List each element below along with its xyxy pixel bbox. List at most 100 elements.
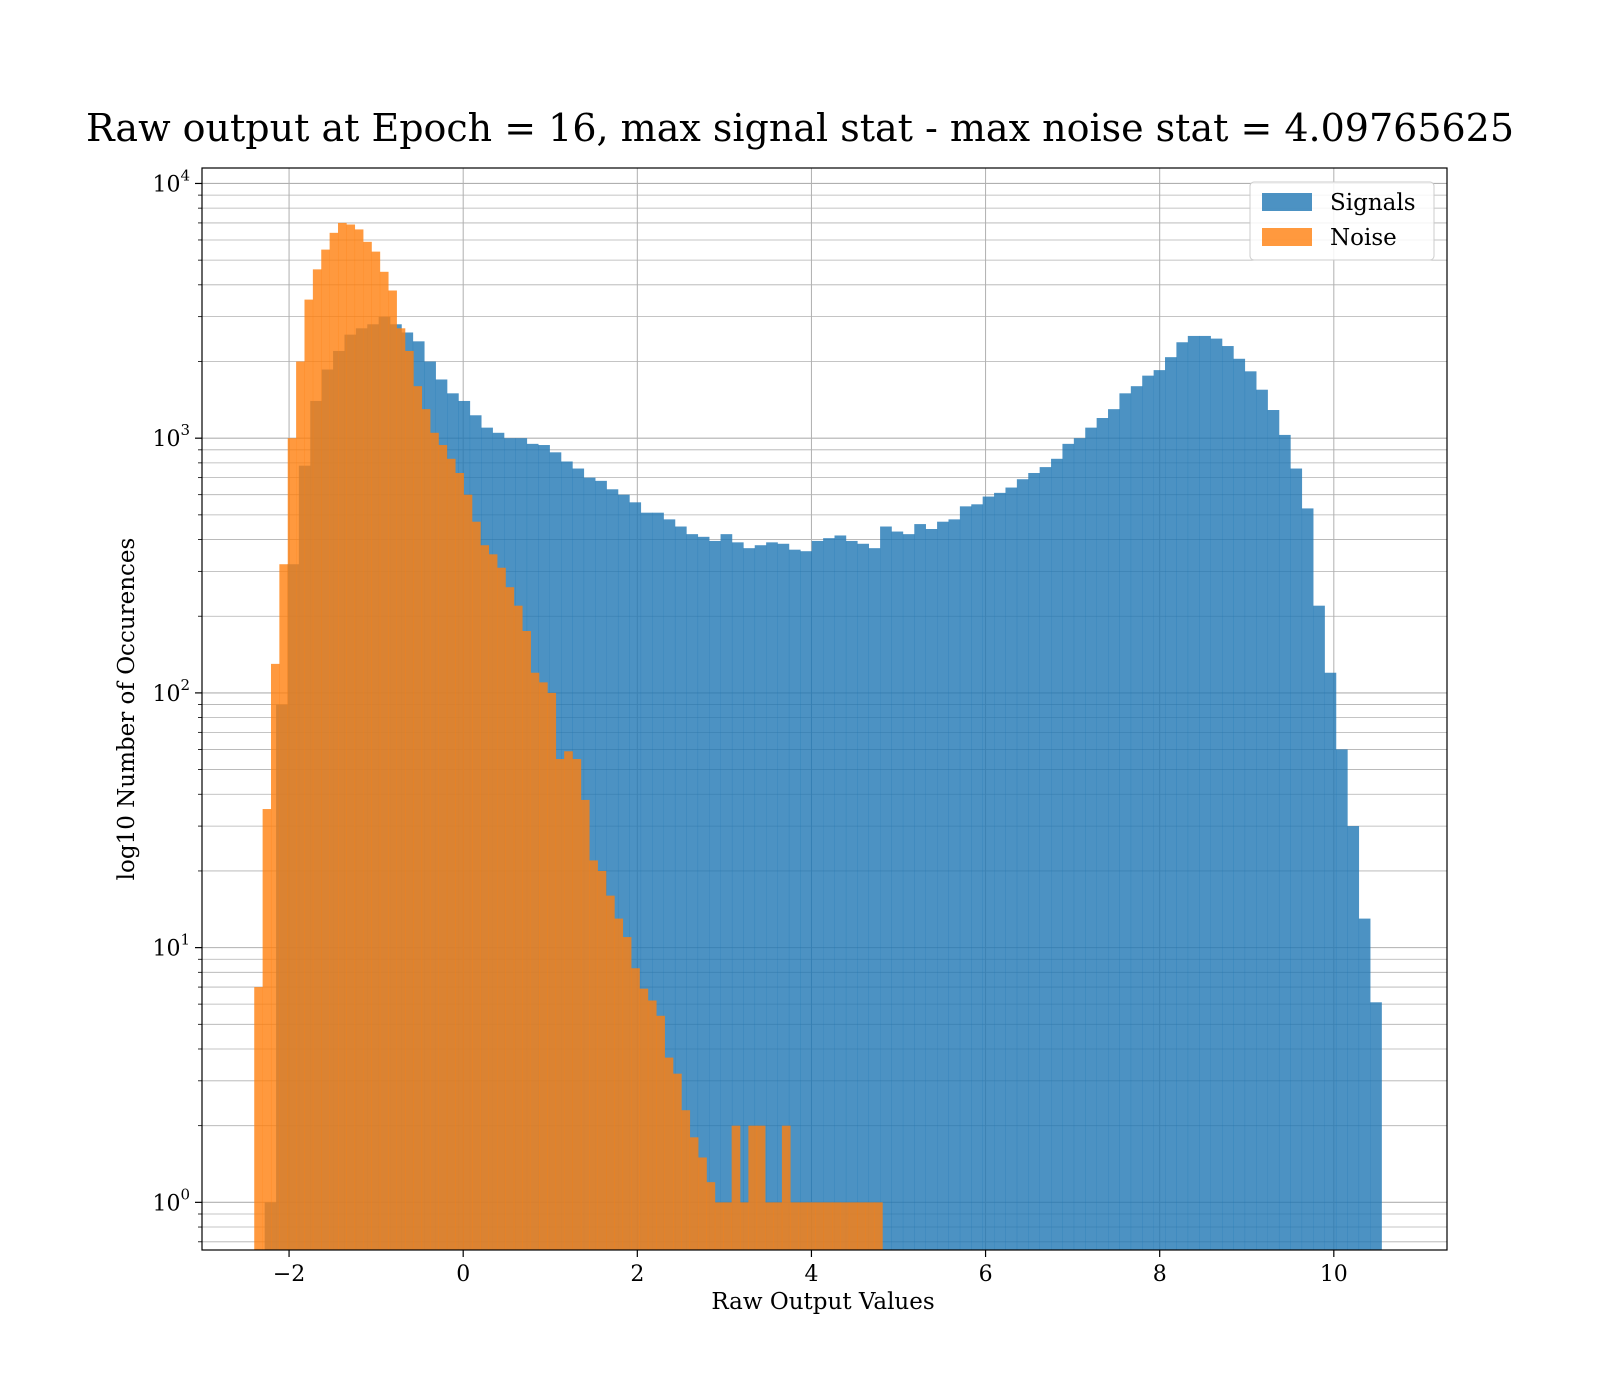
bar-noise: [857, 1202, 866, 1250]
x-tick-label: −2: [273, 1262, 305, 1287]
bar-noise: [346, 224, 356, 1250]
bar-noise: [513, 605, 523, 1250]
bar-noise: [706, 1182, 716, 1250]
bar-noise: [756, 1125, 766, 1250]
bar-noise: [329, 232, 339, 1250]
y-axis-ticks: 100 101 102 103 104: [152, 166, 202, 1243]
bar-noise: [832, 1202, 841, 1250]
bar-signals: [902, 534, 915, 1250]
bar-noise: [848, 1202, 858, 1250]
bar-signals: [629, 502, 642, 1250]
bar-noise: [748, 1125, 758, 1250]
bar-noise: [270, 663, 280, 1250]
bar-noise: [388, 290, 397, 1250]
bar-noise: [471, 521, 481, 1250]
bar-signals: [971, 504, 983, 1250]
bar-noise: [446, 458, 456, 1250]
bar-signals: [891, 531, 904, 1250]
bar-noise: [321, 249, 330, 1250]
bar-signals: [811, 540, 824, 1250]
bar-signals: [925, 529, 938, 1250]
bar-signals: [617, 494, 630, 1250]
bar-noise: [673, 1073, 682, 1250]
bar-noise: [312, 269, 322, 1250]
bar-noise: [781, 1125, 791, 1250]
bar-signals: [1301, 508, 1314, 1250]
x-tick-label: 4: [804, 1262, 818, 1287]
bar-noise: [798, 1202, 808, 1250]
bar-noise: [773, 1202, 783, 1250]
bar-noise: [438, 445, 448, 1250]
bar-signals: [1165, 357, 1177, 1250]
bar-signals: [1085, 427, 1097, 1250]
bar-noise: [262, 809, 272, 1250]
bar-noise: [522, 630, 531, 1250]
legend-label-noise: Noise: [1330, 225, 1397, 251]
bar-signals: [1278, 434, 1291, 1250]
bar-noise: [505, 587, 515, 1250]
bar-noise: [497, 567, 506, 1250]
bar-signals: [743, 548, 756, 1250]
bar-noise: [790, 1202, 799, 1250]
bar-signals: [1119, 393, 1132, 1250]
bar-signals: [595, 480, 607, 1250]
y-tick-label: 103: [152, 421, 190, 452]
bar-signals: [800, 551, 813, 1250]
bar-signals: [663, 519, 676, 1250]
bar-signals: [1335, 749, 1348, 1250]
bar-noise: [413, 386, 423, 1250]
bar-noise: [404, 350, 414, 1250]
bar-noise: [622, 937, 632, 1250]
x-tick-label: 6: [979, 1262, 993, 1287]
bar-noise: [564, 751, 573, 1250]
bar-signals: [1108, 409, 1120, 1250]
bar-noise: [689, 1137, 699, 1250]
bar-signals: [834, 535, 847, 1250]
plot-frame: [201, 167, 1448, 1251]
bar-noise: [865, 1202, 875, 1250]
bar-noise: [396, 328, 406, 1250]
legend: Signals Noise: [1249, 181, 1435, 261]
bar-noise: [279, 564, 289, 1250]
bar-signals: [720, 534, 733, 1250]
y-tick-label: 104: [152, 166, 190, 197]
bar-signals: [652, 512, 664, 1250]
bar-signals: [1005, 487, 1018, 1250]
bar-signals: [1370, 1002, 1382, 1250]
bar-noise: [539, 682, 548, 1250]
bar-signals: [845, 540, 858, 1250]
bar-signals: [697, 536, 710, 1250]
bar-noise: [421, 409, 431, 1250]
bar-signals: [1096, 418, 1109, 1250]
histogram-bars: [254, 222, 1382, 1250]
bar-signals: [1324, 672, 1337, 1250]
bar-signals: [731, 542, 744, 1250]
y-tick-label: 100: [152, 1185, 190, 1216]
bar-signals: [948, 519, 961, 1250]
bar-signals: [709, 540, 721, 1250]
bar-signals: [674, 526, 687, 1250]
bar-signals: [766, 542, 778, 1250]
bar-signals: [1290, 468, 1303, 1250]
x-axis-label: Raw Output Values: [711, 1289, 934, 1315]
bar-signals: [914, 524, 926, 1250]
bar-signals: [1062, 443, 1075, 1250]
bar-noise: [589, 860, 598, 1250]
x-axis-ticks: −2 0 2 4 6 8 10: [273, 1250, 1348, 1287]
bar-signals: [640, 512, 653, 1250]
bar-noise: [765, 1202, 774, 1250]
bar-noise: [597, 870, 607, 1250]
bar-signals: [868, 548, 881, 1250]
bar-noise: [555, 759, 565, 1250]
bar-noise: [580, 799, 590, 1250]
bar-noise: [463, 494, 473, 1250]
bar-noise: [647, 1000, 657, 1250]
bar-noise: [304, 299, 314, 1250]
bar-noise: [631, 968, 640, 1250]
bar-noise: [354, 229, 364, 1250]
bar-signals: [1153, 370, 1166, 1250]
bar-noise: [530, 672, 540, 1250]
y-tick-label: 101: [152, 931, 190, 962]
bar-signals: [1016, 479, 1029, 1250]
